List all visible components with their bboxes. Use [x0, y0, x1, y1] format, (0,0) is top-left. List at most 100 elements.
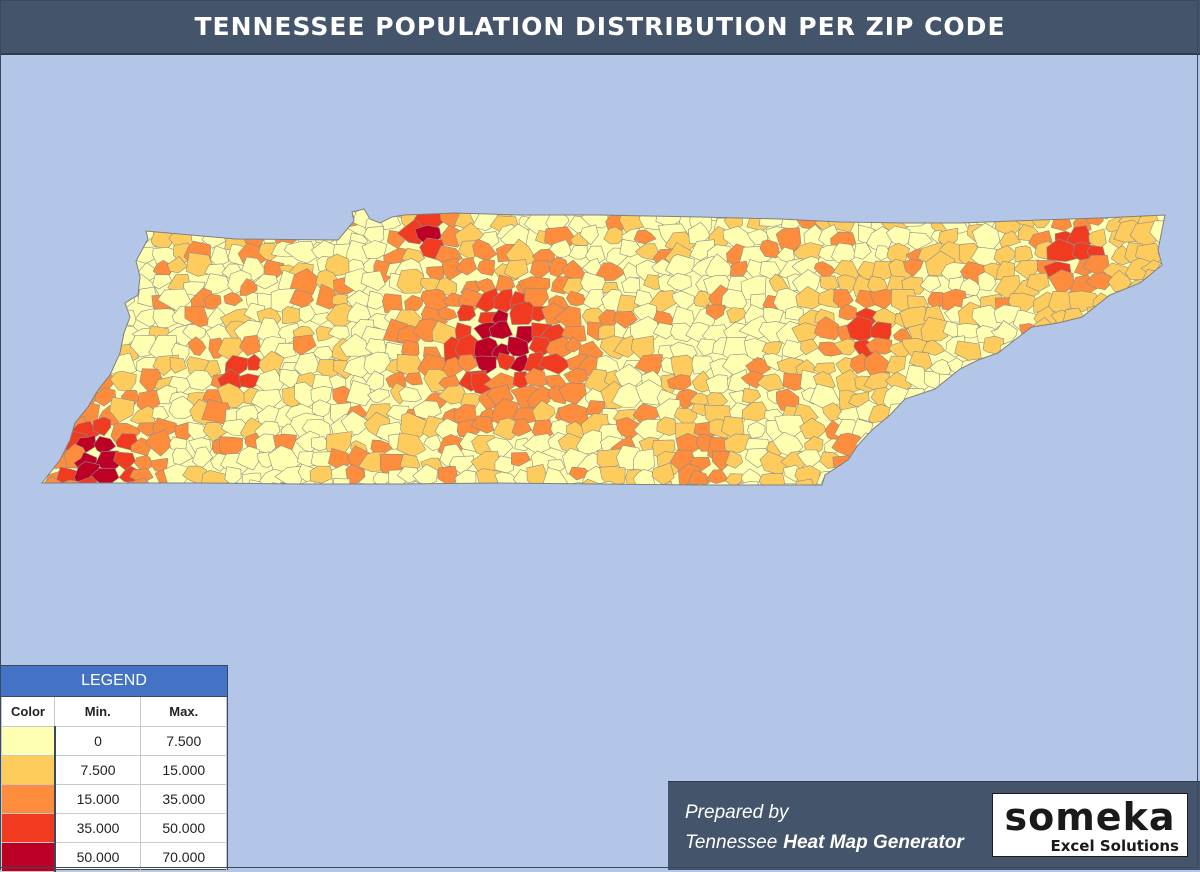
tennessee-map[interactable] — [0, 55, 1200, 870]
zip-region — [964, 372, 986, 391]
zip-region — [90, 225, 118, 250]
zip-region — [310, 312, 330, 326]
zip-region — [1117, 467, 1139, 485]
zip-region — [276, 216, 298, 236]
zip-region — [308, 209, 342, 225]
zip-region — [1015, 431, 1038, 459]
zip-region — [759, 209, 785, 227]
zip-region — [44, 275, 68, 296]
legend-max-value: 7.500 — [140, 726, 227, 756]
zip-region — [853, 242, 872, 260]
zip-region — [42, 226, 66, 248]
zip-region — [107, 211, 139, 237]
zip-region — [1153, 396, 1165, 425]
zip-region — [1026, 272, 1050, 292]
zip-region — [937, 444, 969, 473]
zip-region — [71, 238, 103, 266]
legend-max-header: Max. — [140, 697, 227, 727]
zip-region — [1100, 209, 1135, 213]
legend-max-value: 35.000 — [140, 784, 227, 814]
zip-region — [1054, 470, 1079, 485]
zip-region — [239, 334, 262, 356]
zip-region — [1052, 352, 1075, 376]
zip-region — [876, 450, 894, 468]
zip-region — [488, 320, 514, 340]
brand-subtitle: Excel Solutions — [1050, 837, 1179, 855]
zip-region — [561, 209, 587, 216]
zip-region — [1126, 479, 1147, 485]
zip-region — [1098, 340, 1126, 364]
zip-region — [1034, 355, 1055, 375]
zip-region — [1016, 401, 1043, 423]
zip-region — [974, 209, 1005, 219]
zip-region — [705, 469, 729, 484]
zip-region — [236, 445, 260, 471]
zip-region — [42, 245, 44, 267]
zip-region — [396, 268, 426, 294]
zip-region — [45, 285, 71, 310]
zip-region — [1135, 404, 1163, 426]
zip-region — [544, 209, 568, 213]
zip-region — [975, 418, 998, 439]
zip-region — [468, 209, 503, 216]
zip-region — [345, 379, 372, 407]
zip-region — [1066, 452, 1093, 473]
zip-region — [964, 465, 984, 485]
zip-region — [503, 259, 529, 280]
zip-region — [91, 256, 117, 285]
zip-region — [841, 479, 878, 485]
zip-region — [1163, 488, 1183, 502]
zip-region — [1159, 382, 1165, 408]
zip-region — [1072, 417, 1094, 437]
zip-region — [996, 431, 1017, 452]
zip-region — [313, 483, 337, 485]
someka-logo[interactable]: someka Excel Solutions — [992, 793, 1188, 857]
zip-region — [1099, 399, 1132, 421]
zip-region — [288, 209, 316, 218]
zip-region — [78, 311, 102, 334]
zip-region — [1161, 209, 1165, 218]
zip-region — [89, 467, 120, 485]
zip-region — [1108, 293, 1131, 311]
zip-region — [1132, 289, 1165, 312]
zip-region — [115, 309, 137, 327]
zip-region — [353, 482, 376, 485]
zip-region — [909, 395, 942, 424]
zip-region — [992, 468, 1016, 483]
zip-region — [292, 212, 315, 232]
zip-region — [277, 481, 298, 485]
zip-region — [384, 209, 405, 214]
zip-region — [42, 419, 62, 435]
zip-region — [1127, 415, 1150, 438]
zip-region — [729, 260, 748, 276]
zip-region — [977, 454, 1002, 474]
zip-region — [1161, 308, 1165, 331]
legend-row: 15.000 35.000 — [1, 784, 227, 814]
zip-region — [1052, 435, 1077, 455]
zip-region — [61, 296, 84, 312]
zip-region — [325, 209, 358, 230]
prepared-by-text: Prepared by — [685, 802, 789, 823]
zip-region — [940, 430, 964, 456]
zip-region — [999, 340, 1030, 364]
zip-region — [1087, 353, 1113, 373]
zip-region — [59, 210, 83, 232]
zip-region — [397, 466, 421, 484]
zip-region — [576, 429, 603, 456]
zip-region — [668, 209, 693, 214]
zip-region — [1031, 420, 1052, 443]
zip-region — [799, 417, 827, 440]
zip-region — [938, 382, 965, 410]
zip-region — [760, 489, 776, 504]
zip-region — [1161, 417, 1165, 440]
zip-region — [1029, 397, 1060, 426]
zip-region — [109, 396, 135, 423]
zip-region — [42, 304, 64, 326]
zip-region — [1087, 407, 1107, 423]
zip-region — [911, 447, 933, 466]
zip-region — [296, 480, 320, 485]
title-bar: TENNESSEE POPULATION DISTRIBUTION PER ZI… — [0, 0, 1200, 55]
zip-region — [702, 209, 732, 219]
zip-region — [1047, 336, 1070, 359]
zip-region — [1107, 319, 1129, 339]
